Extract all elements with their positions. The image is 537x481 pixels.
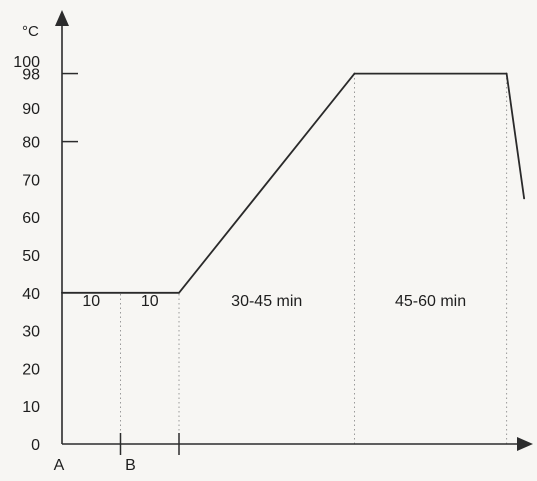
y-tick-label: 90 <box>22 101 40 118</box>
segment-label-layer: 10 10 30-45 min 45-60 min <box>82 293 466 310</box>
y-axis-arrow-icon <box>55 10 69 26</box>
divider-layer <box>120 73 508 444</box>
segment-label: 30-45 min <box>231 293 302 310</box>
profile-point <box>353 72 356 75</box>
y-unit-label: °C <box>22 23 39 40</box>
y-tick-label: 30 <box>22 324 40 341</box>
x-marker-label: B <box>125 457 136 474</box>
profile-point <box>61 291 63 294</box>
segment-label: 10 <box>82 293 100 310</box>
y-tick-label: 80 <box>22 135 40 152</box>
profile-point <box>505 72 508 75</box>
x-marker-label: A <box>54 457 65 474</box>
segment-label: 10 <box>141 293 159 310</box>
temperature-profile-line <box>61 72 525 294</box>
y-tick-label: 40 <box>22 286 40 303</box>
series-layer <box>61 72 526 294</box>
y-tick-label: 50 <box>22 248 40 265</box>
y-tick-label: 0 <box>31 437 40 454</box>
profile-point <box>178 291 180 294</box>
segment-label: 45-60 min <box>395 293 466 310</box>
y-tick-label: 10 <box>22 399 40 416</box>
y-tick-label: 70 <box>22 172 40 189</box>
y-tick-label: 20 <box>22 361 40 378</box>
y-tick-label: 98 <box>22 67 40 84</box>
y-tick-label: 100 <box>13 54 40 71</box>
x-axis-arrow-icon <box>517 437 533 451</box>
axes: °C <box>22 10 533 451</box>
profile-point <box>523 197 526 200</box>
y-tick-label: 60 <box>22 210 40 227</box>
